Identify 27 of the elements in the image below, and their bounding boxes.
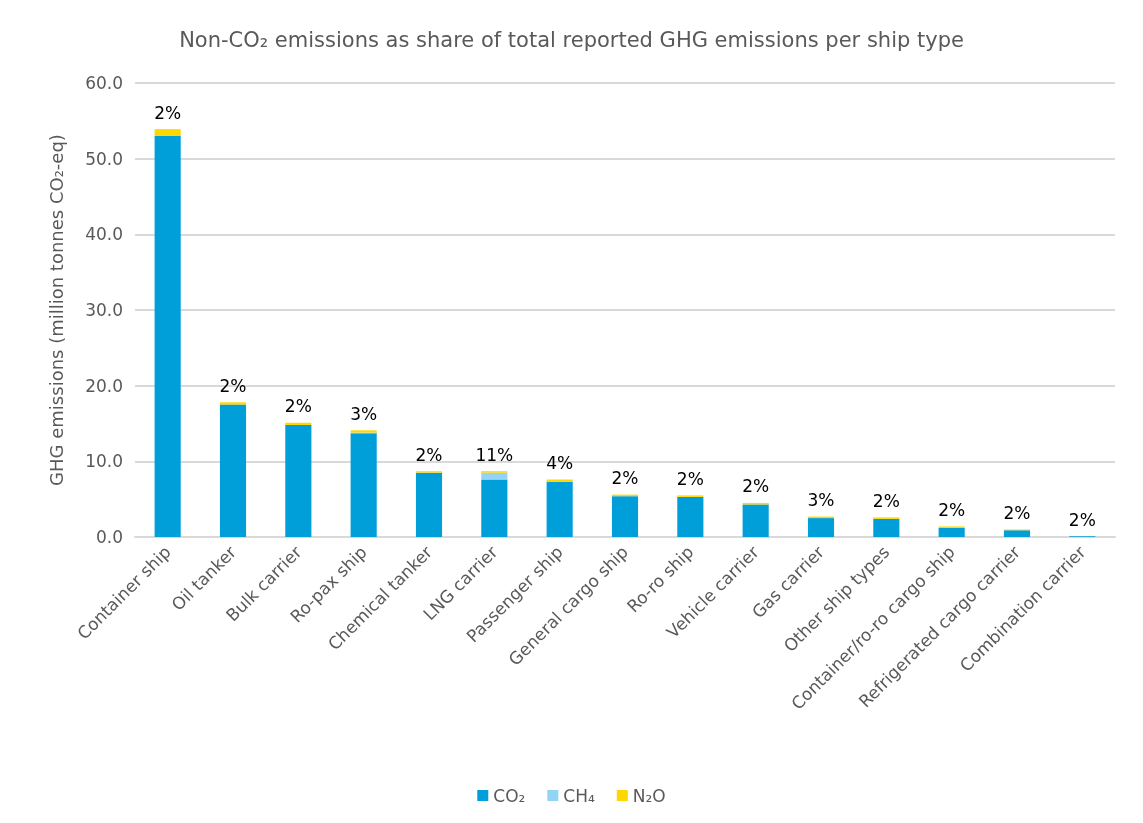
annotation: 2%: [872, 490, 900, 511]
annotation: 2%: [938, 499, 966, 520]
annotation: 2%: [284, 396, 312, 417]
annotation: 2%: [1003, 502, 1031, 523]
y-tick-label: 40.0: [85, 224, 123, 245]
annotation: 2%: [415, 444, 443, 465]
legend-label: N₂O: [632, 785, 666, 806]
y-tick-label: 60.0: [85, 73, 123, 93]
y-tick-label: 50.0: [85, 148, 123, 169]
annotation: 3%: [350, 403, 378, 424]
y-tick-label: 20.0: [85, 375, 123, 396]
y-tick-label: 10.0: [85, 451, 123, 472]
y-axis-title: GHG emissions (million tonnes CO₂-eq): [45, 134, 67, 486]
annotation: 2%: [1068, 509, 1096, 530]
annotation: 2%: [219, 375, 247, 396]
annotation: 2%: [154, 102, 182, 123]
y-tick-label: 30.0: [85, 300, 123, 320]
annotation: 4%: [546, 452, 574, 473]
annotation: 3%: [807, 490, 835, 511]
y-tick-label: 0.0: [95, 527, 123, 547]
chart-title: Non-CO₂ emissions as share of total reported GHG emissions per ship type: [179, 27, 964, 52]
annotation: 11%: [475, 444, 514, 465]
annotation: 2%: [611, 468, 639, 489]
legend-label: CH₄: [563, 785, 595, 806]
annotation: 2%: [676, 468, 704, 489]
legend-label: CO₂: [493, 785, 526, 806]
annotation: 2%: [742, 476, 770, 497]
